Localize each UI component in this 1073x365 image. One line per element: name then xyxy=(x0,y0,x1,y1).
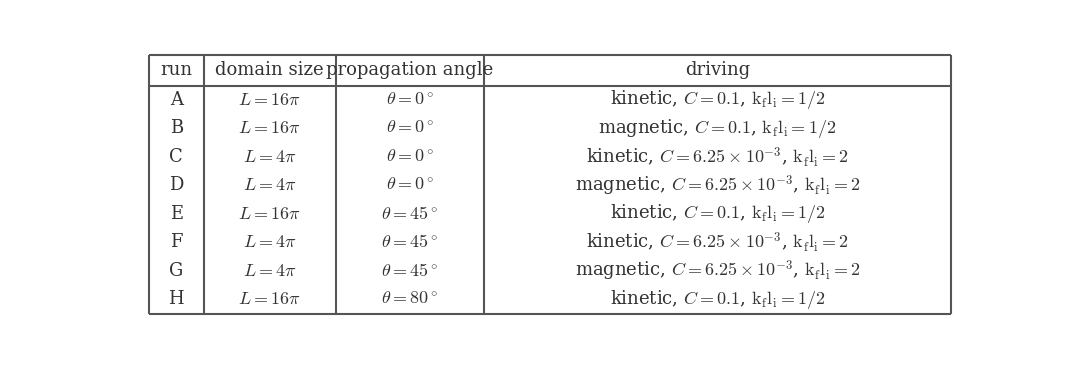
Text: $L = 16\pi$: $L = 16\pi$ xyxy=(238,290,302,308)
Text: kinetic, $C = 0.1$, $\mathrm{k_f}\mathrm{l_i} = 1/2$: kinetic, $C = 0.1$, $\mathrm{k_f}\mathrm… xyxy=(609,202,825,225)
Text: run: run xyxy=(160,61,192,79)
Text: E: E xyxy=(170,205,182,223)
Text: magnetic, $C = 6.25 \times 10^{-3}$, $\mathrm{k_f}\mathrm{l_i} = 2$: magnetic, $C = 6.25 \times 10^{-3}$, $\m… xyxy=(574,258,861,283)
Text: $\theta = 0^\circ$: $\theta = 0^\circ$ xyxy=(386,148,435,166)
Text: $L = 4\pi$: $L = 4\pi$ xyxy=(242,262,297,280)
Text: kinetic, $C = 0.1$, $\mathrm{k_f}\mathrm{l_i} = 1/2$: kinetic, $C = 0.1$, $\mathrm{k_f}\mathrm… xyxy=(609,88,825,111)
Text: $L = 16\pi$: $L = 16\pi$ xyxy=(238,91,302,109)
Text: $\theta = 45^\circ$: $\theta = 45^\circ$ xyxy=(381,205,439,223)
Text: kinetic, $C = 6.25 \times 10^{-3}$, $\mathrm{k_f}\mathrm{l_i} = 2$: kinetic, $C = 6.25 \times 10^{-3}$, $\ma… xyxy=(586,145,849,169)
Text: $\theta = 0^\circ$: $\theta = 0^\circ$ xyxy=(386,91,435,109)
Text: H: H xyxy=(168,290,185,308)
Text: F: F xyxy=(171,233,182,251)
Text: $\theta = 80^\circ$: $\theta = 80^\circ$ xyxy=(381,290,439,308)
Text: G: G xyxy=(170,262,183,280)
Text: $L = 16\pi$: $L = 16\pi$ xyxy=(238,119,302,137)
Text: domain size: domain size xyxy=(216,61,324,79)
Text: kinetic, $C = 0.1$, $\mathrm{k_f}\mathrm{l_i} = 1/2$: kinetic, $C = 0.1$, $\mathrm{k_f}\mathrm… xyxy=(609,288,825,311)
Text: A: A xyxy=(170,91,182,109)
Text: kinetic, $C = 6.25 \times 10^{-3}$, $\mathrm{k_f}\mathrm{l_i} = 2$: kinetic, $C = 6.25 \times 10^{-3}$, $\ma… xyxy=(586,231,849,254)
Text: magnetic, $C = 6.25 \times 10^{-3}$, $\mathrm{k_f}\mathrm{l_i} = 2$: magnetic, $C = 6.25 \times 10^{-3}$, $\m… xyxy=(574,173,861,197)
Text: $L = 16\pi$: $L = 16\pi$ xyxy=(238,205,302,223)
Text: $\theta = 45^\circ$: $\theta = 45^\circ$ xyxy=(381,262,439,280)
Text: propagation angle: propagation angle xyxy=(326,61,494,79)
Text: B: B xyxy=(170,119,183,137)
Text: $\theta = 0^\circ$: $\theta = 0^\circ$ xyxy=(386,119,435,137)
Text: $\theta = 45^\circ$: $\theta = 45^\circ$ xyxy=(381,233,439,251)
Text: $L = 4\pi$: $L = 4\pi$ xyxy=(242,148,297,166)
Text: driving: driving xyxy=(685,61,750,79)
Text: C: C xyxy=(170,148,183,166)
Text: $\theta = 0^\circ$: $\theta = 0^\circ$ xyxy=(386,176,435,194)
Text: $L = 4\pi$: $L = 4\pi$ xyxy=(242,176,297,194)
Text: D: D xyxy=(170,176,183,194)
Text: magnetic, $C = 0.1$, $\mathrm{k_f}\mathrm{l_i} = 1/2$: magnetic, $C = 0.1$, $\mathrm{k_f}\mathr… xyxy=(599,117,837,140)
Text: $L = 4\pi$: $L = 4\pi$ xyxy=(242,233,297,251)
